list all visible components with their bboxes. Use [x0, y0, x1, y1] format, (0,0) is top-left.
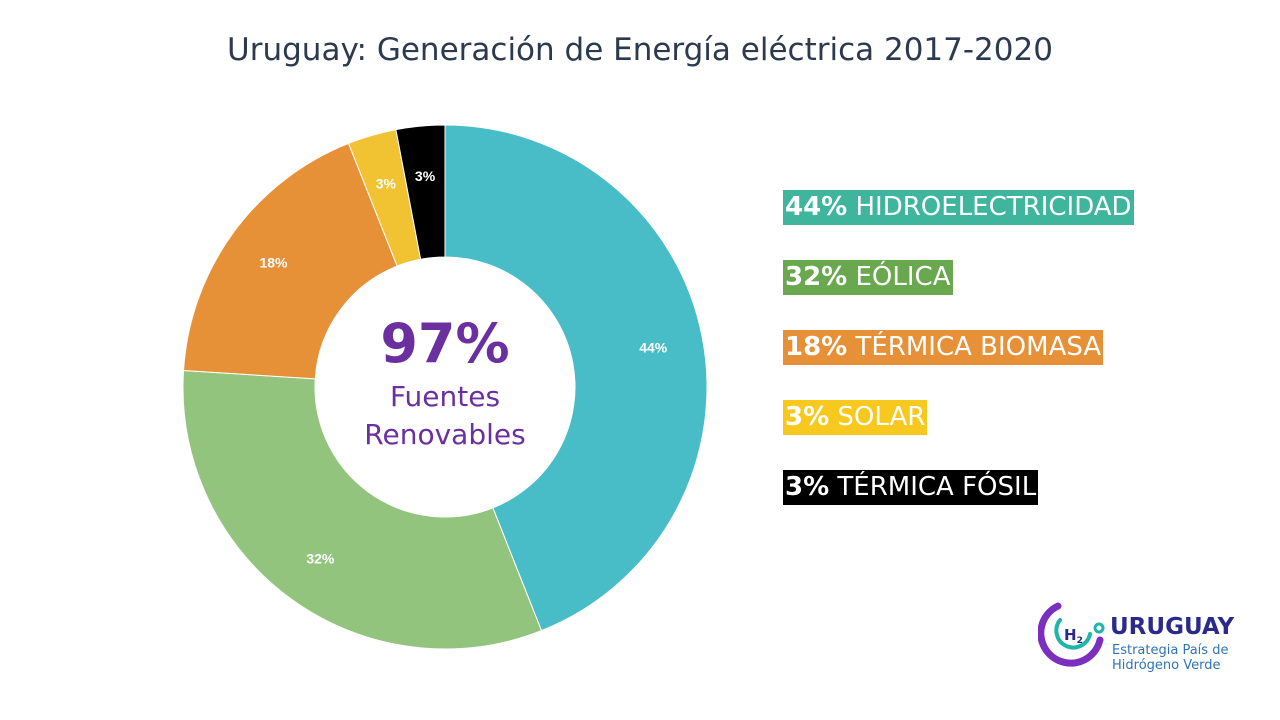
logo-subtitle-line2: Hidrógeno Verde	[1112, 658, 1221, 673]
legend-item-solar: 3% SOLAR	[783, 400, 928, 435]
slice-label-2: 18%	[259, 254, 288, 270]
legend-text: SOLAR	[829, 402, 926, 432]
h2-logo-icon: H2	[1038, 602, 1105, 667]
logo-name: URUGUAY	[1110, 614, 1235, 640]
legend: 44% HIDROELECTRICIDAD 32% EÓLICA 18% TÉR…	[783, 190, 1134, 540]
legend-text: TÉRMICA BIOMASA	[847, 332, 1102, 362]
legend-pct: 32%	[785, 262, 848, 292]
donut-slice-0	[444, 124, 708, 632]
donut-slice-4	[395, 124, 446, 260]
center-caption-line2: Renovables	[364, 418, 526, 451]
center-caption: Fuentes Renovables	[315, 378, 575, 454]
h2-uruguay-logo: H2 URUGUAY Estrategia País de Hidrógeno …	[1038, 598, 1238, 678]
legend-item-biomasa: 18% TÉRMICA BIOMASA	[783, 330, 1104, 365]
legend-text: HIDROELECTRICIDAD	[847, 192, 1132, 222]
donut-slice-2	[182, 142, 398, 380]
slice-labels-group: 44% 32% 18% 3% 3%	[259, 168, 667, 567]
legend-text: TÉRMICA FÓSIL	[829, 472, 1037, 502]
logo-subtitle: Estrategia País de Hidrógeno Verde	[1112, 643, 1228, 673]
slice-label-1: 32%	[306, 551, 335, 567]
slice-label-3: 3%	[376, 175, 397, 191]
legend-pct: 18%	[785, 332, 848, 362]
legend-pct: 3%	[785, 472, 830, 502]
legend-item-eolica: 32% EÓLICA	[783, 260, 953, 295]
chart-title: Uruguay: Generación de Energía eléctrica…	[227, 32, 1053, 68]
legend-pct: 44%	[785, 192, 848, 222]
legend-item-hidro: 44% HIDROELECTRICIDAD	[783, 190, 1134, 225]
legend-pct: 3%	[785, 402, 830, 432]
center-value: 97%	[380, 312, 510, 375]
logo-subtitle-line1: Estrategia País de	[1112, 643, 1229, 658]
legend-text: EÓLICA	[847, 262, 951, 292]
donut-slice-1	[182, 370, 543, 650]
slices-group	[182, 124, 708, 650]
svg-text:H2: H2	[1064, 626, 1083, 646]
slice-label-0: 44%	[639, 339, 668, 355]
center-caption-line1: Fuentes	[389, 380, 501, 413]
slice-label-4: 3%	[415, 168, 436, 184]
legend-item-fosil: 3% TÉRMICA FÓSIL	[783, 470, 1039, 505]
